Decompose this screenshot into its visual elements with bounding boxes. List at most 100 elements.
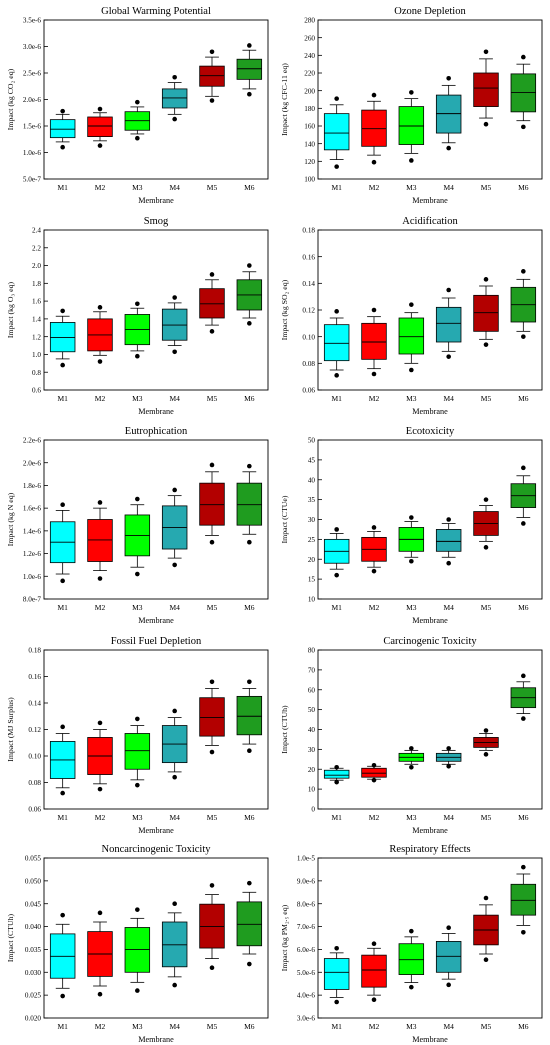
y-tick-label: 1.2e-6 — [23, 550, 42, 558]
outlier-point — [97, 720, 103, 726]
outlier-point — [446, 76, 451, 81]
iqr-box — [199, 903, 225, 949]
x-tick-label: M1 — [57, 603, 68, 612]
box-M1 — [323, 945, 350, 1005]
outlier-point — [60, 308, 65, 314]
x-tick-label: M1 — [57, 1022, 68, 1031]
outlier-point — [135, 988, 140, 993]
y-tick-label: 1.8 — [32, 280, 41, 288]
iqr-box — [236, 901, 263, 947]
outlier-point — [409, 90, 414, 95]
y-tick-label: 0.16 — [28, 673, 41, 681]
iqr-box — [236, 482, 263, 526]
box-M3 — [398, 90, 425, 163]
box-M5 — [199, 462, 225, 545]
x-axis-label: Membrane — [412, 826, 448, 835]
y-tick-label: 10 — [308, 596, 316, 604]
y-tick-label: 10 — [308, 786, 316, 794]
outlier-point — [334, 309, 339, 314]
outlier-point — [172, 708, 177, 714]
box-M6 — [510, 54, 537, 130]
x-tick-label: M5 — [481, 183, 492, 192]
outlier-point — [97, 359, 103, 364]
outlier-point — [247, 263, 252, 268]
y-tick-label: 200 — [304, 87, 315, 95]
x-tick-label: M1 — [331, 813, 342, 822]
outlier-point — [60, 144, 65, 150]
x-axis-label: Membrane — [412, 407, 448, 416]
chart-title: Carcinogenic Toxicity — [383, 636, 477, 647]
outlier-point — [446, 925, 451, 931]
x-tick-label: M5 — [481, 1022, 492, 1031]
outlier-point — [135, 716, 140, 722]
x-tick-label: M3 — [406, 1022, 417, 1031]
outlier-point — [483, 728, 489, 733]
y-tick-label: 0.020 — [25, 1015, 42, 1023]
outlier-point — [135, 301, 140, 307]
x-tick-label: M3 — [132, 813, 143, 822]
iqr-box — [435, 306, 462, 343]
box-M5 — [199, 272, 225, 334]
outlier-point — [409, 764, 414, 770]
x-tick-label: M6 — [244, 603, 255, 612]
y-tick-label: 100 — [304, 176, 315, 184]
x-axis-label: Membrane — [138, 826, 174, 835]
box-M1 — [49, 724, 76, 796]
outlier-point — [60, 993, 65, 999]
box-M3 — [398, 515, 425, 564]
iqr-box — [398, 317, 425, 355]
box-M6 — [236, 463, 263, 545]
outlier-point — [371, 997, 377, 1003]
box-M2 — [87, 720, 113, 792]
panel-6: Ecotoxicity 10 15 20 25 30 35 40 45 50 Impact (CTU… — [280, 426, 543, 625]
panel-2: Ozone Depletion 100 120 140 160 180 200 220 240 2… — [280, 6, 543, 205]
x-tick-label: M1 — [57, 394, 68, 403]
box-M1 — [323, 764, 350, 785]
outlier-point — [135, 907, 140, 912]
x-axis-label: Membrane — [138, 1035, 174, 1044]
y-tick-label: 160 — [304, 123, 315, 131]
chart-title: Acidification — [402, 216, 458, 227]
outlier-point — [209, 329, 215, 334]
outlier-point — [135, 571, 140, 577]
y-tick-label: 30 — [308, 746, 316, 754]
x-tick-label: M6 — [244, 1022, 255, 1031]
y-tick-label: 0.18 — [28, 647, 41, 655]
outlier-point — [247, 880, 252, 886]
y-tick-label: 9.0e-6 — [297, 877, 316, 885]
plot-frame — [43, 229, 269, 391]
y-tick-label: 0.050 — [25, 877, 42, 885]
x-tick-label: M4 — [169, 813, 180, 822]
outlier-point — [483, 895, 489, 901]
y-tick-label: 45 — [308, 456, 316, 464]
y-tick-label: 0.16 — [302, 253, 315, 261]
chart-title: Ozone Depletion — [394, 6, 466, 17]
x-tick-label: M2 — [369, 603, 380, 612]
outlier-point — [209, 749, 215, 755]
y-tick-label: 8.0e-6 — [297, 900, 316, 908]
iqr-box — [323, 769, 350, 779]
x-tick-label: M3 — [132, 603, 143, 612]
panel-4: Acidification 0.06 0.08 0.10 0.12 0.14 0.16 0.1… — [280, 216, 543, 416]
plot-frame — [317, 439, 543, 600]
y-tick-label: 1.6 — [32, 298, 41, 306]
outlier-point — [371, 92, 377, 98]
outlier-point — [409, 984, 414, 990]
outlier-point — [371, 568, 377, 574]
outlier-point — [446, 145, 451, 151]
y-tick-label: 1.4e-6 — [23, 527, 42, 535]
chart-title: Smog — [144, 216, 169, 227]
plot-frame — [43, 857, 269, 1019]
y-tick-label: 0.10 — [302, 333, 315, 341]
box-M1 — [323, 96, 350, 169]
box-M4 — [161, 708, 188, 780]
outlier-point — [209, 539, 215, 545]
outlier-point — [371, 371, 377, 377]
x-tick-label: M2 — [369, 394, 380, 403]
outlier-point — [60, 108, 65, 114]
y-axis-label: Impact (CTUe) — [280, 495, 289, 543]
x-tick-label: M4 — [169, 603, 180, 612]
outlier-point — [334, 779, 339, 785]
outlier-point — [521, 465, 526, 471]
